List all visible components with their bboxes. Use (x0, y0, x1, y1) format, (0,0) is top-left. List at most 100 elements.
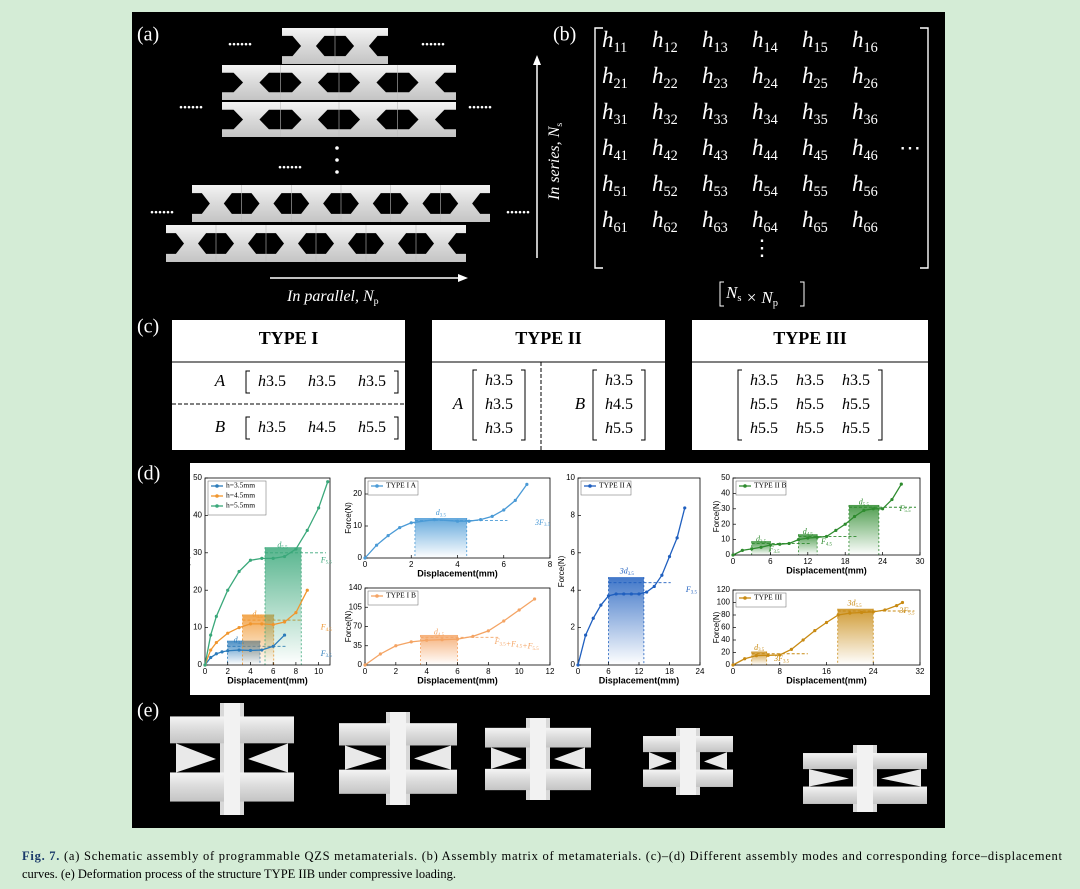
hex-hole (434, 109, 478, 130)
x-axis-label: Displacement(mm) (786, 675, 867, 685)
type-entry: h5.5 (750, 396, 778, 413)
matrix-entry-main: h (652, 99, 664, 124)
annotation-sub: 5.5 (908, 612, 915, 617)
hdots: ⋯ (899, 135, 921, 160)
dim-bracket (719, 281, 724, 307)
data-point (294, 547, 298, 551)
matrix-entry: h14 (752, 27, 778, 56)
x-tick-label: 32 (916, 667, 925, 676)
matrix-entry: h54 (752, 171, 778, 200)
data-point (282, 633, 287, 637)
web (809, 769, 849, 787)
x-tick-label: 6 (606, 667, 611, 676)
x-tick-label: 4 (248, 667, 253, 676)
matrix-entry-main: h (702, 27, 714, 52)
type-entry: h3.5 (750, 372, 778, 389)
annotation-sub: 5.5 (326, 561, 333, 566)
caption-line: curves. (e) Deformation process of the s… (22, 867, 456, 881)
y-tick-label: 20 (353, 489, 362, 498)
matrix-entry-main: h (602, 27, 614, 52)
arrow-head (533, 55, 541, 65)
x-tick-label: 12 (635, 667, 644, 676)
data-point (801, 638, 805, 642)
parallel-label: In parallel, Np (286, 288, 379, 307)
ellipsis: ...... (421, 33, 445, 50)
data-point (490, 514, 494, 519)
plateau-region (848, 504, 879, 555)
data-point (294, 611, 298, 615)
x-tick-label: 0 (363, 560, 368, 569)
x-tick-label: 10 (314, 667, 323, 676)
type-entry: h3.5 (485, 420, 513, 437)
matrix-entry-sub: 15 (814, 40, 828, 56)
data-point (871, 610, 875, 614)
type-entry: h5.5 (842, 396, 870, 413)
data-point (740, 548, 744, 552)
matrix-entry-sub: 24 (764, 76, 778, 92)
annotation-main: d (277, 540, 282, 549)
x-tick-label: 4 (424, 667, 429, 676)
x-tick-label: 8 (294, 667, 299, 676)
x-tick-label: 0 (731, 557, 736, 566)
annotation: 3F3.5 (534, 518, 551, 529)
data-point (900, 600, 905, 605)
data-point (374, 543, 379, 547)
annotation-sub: 3.5 (758, 648, 765, 653)
legend-label: TYPE II B (754, 481, 787, 490)
y-tick-label: 6 (571, 548, 576, 557)
legend-label: TYPE III (754, 593, 783, 602)
annotation: F5.5 (898, 504, 911, 515)
data-point (425, 638, 429, 642)
data-point (899, 482, 903, 486)
matrix-entry: h32 (652, 99, 678, 128)
type-entry-num: 3.5 (493, 372, 513, 389)
type-entry-num: 5.5 (850, 420, 870, 437)
data-point (862, 508, 866, 512)
annotation-main: 3d (846, 598, 856, 607)
matrix-entry: h22 (652, 63, 678, 92)
annotation: d4.5 (803, 527, 814, 538)
matrix-entry-main: h (752, 171, 764, 196)
hex-hole (174, 193, 210, 214)
annotation: F3.5 (320, 649, 333, 660)
matrix-entry-main: h (602, 99, 614, 124)
ellipsis: ...... (506, 201, 530, 218)
data-point (502, 619, 506, 623)
panel-label: (b) (553, 24, 576, 46)
x-tick-label: 18 (665, 667, 674, 676)
hex-hole (262, 35, 302, 57)
data-point (532, 597, 537, 601)
panel-label: (d) (137, 463, 160, 485)
matrix-entry-main: h (852, 207, 864, 232)
data-point (471, 634, 475, 639)
x-tick-label: 2 (394, 667, 399, 676)
matrix-entry-sub: 63 (714, 220, 728, 236)
type-entry: h5.5 (796, 396, 824, 413)
type-entry-main: h (358, 373, 366, 390)
matrix-entry-sub: 35 (814, 112, 828, 128)
stem-core (390, 712, 406, 805)
annotation-sub: 4.5 (438, 633, 445, 638)
annotation-main: +F (506, 639, 516, 648)
data-point (209, 633, 213, 637)
type-entry-num: 5.5 (804, 396, 824, 413)
type-entry-main: h (750, 372, 758, 389)
annotation: F4.5 (320, 622, 333, 633)
matrix-entry-sub: 46 (864, 148, 878, 164)
x-tick-label: 2 (409, 560, 414, 569)
data-point (513, 498, 517, 502)
y-tick-label: 40 (193, 511, 202, 520)
matrix-entry-main: h (602, 171, 614, 196)
annotation-main: d (756, 534, 761, 543)
data-point (282, 620, 287, 624)
annotation-main: F (685, 585, 691, 594)
matrix-entry-sub: 21 (614, 76, 628, 92)
data-point (890, 497, 894, 502)
legend-marker (588, 484, 592, 488)
x-tick-label: 12 (803, 557, 812, 566)
data-point (237, 648, 241, 652)
data-point (226, 649, 230, 653)
x-axis-label: Displacement(mm) (227, 675, 308, 685)
data-point (305, 588, 309, 592)
data-point (859, 610, 864, 615)
